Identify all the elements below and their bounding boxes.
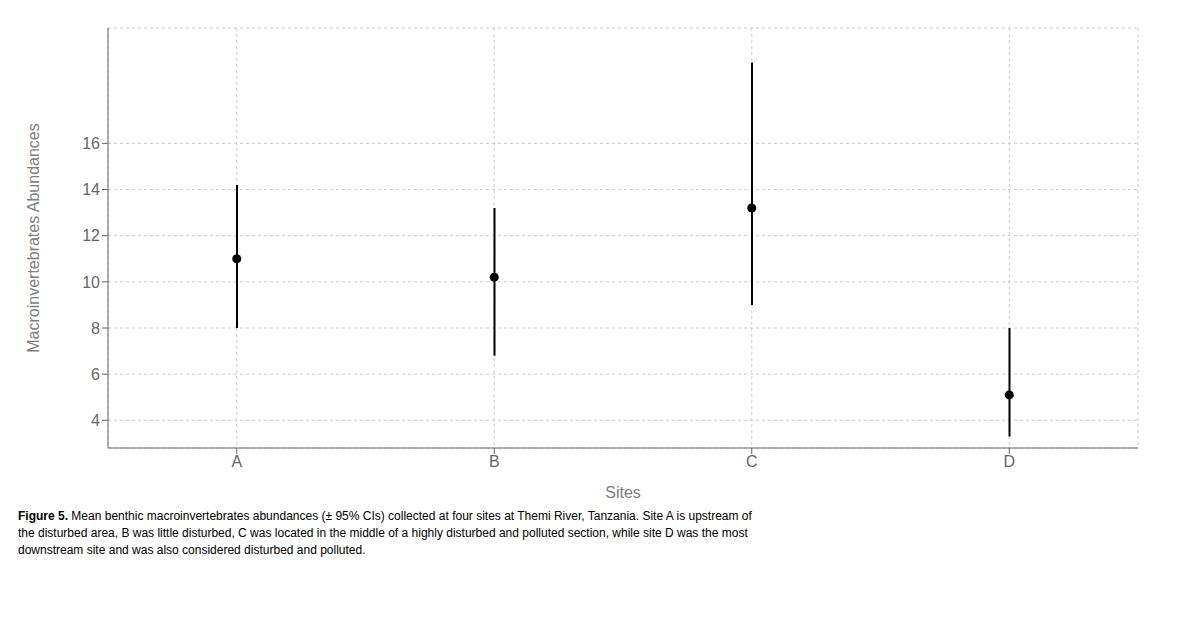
svg-text:D: D (1003, 453, 1015, 470)
svg-text:C: C (746, 453, 758, 470)
svg-text:14: 14 (82, 181, 100, 198)
svg-text:6: 6 (91, 366, 100, 383)
svg-text:A: A (231, 453, 242, 470)
svg-text:10: 10 (82, 274, 100, 291)
svg-text:16: 16 (82, 135, 100, 152)
svg-text:8: 8 (91, 320, 100, 337)
svg-text:B: B (489, 453, 500, 470)
svg-text:Macroinvertebrates Abundances: Macroinvertebrates Abundances (25, 123, 42, 352)
svg-text:4: 4 (91, 412, 100, 429)
svg-text:Sites: Sites (605, 484, 641, 501)
svg-text:12: 12 (82, 227, 100, 244)
html-text:Figure 5. Mean benthic macroin: Figure 5. Mean benthic macroinvertebrate… (18, 509, 752, 557)
